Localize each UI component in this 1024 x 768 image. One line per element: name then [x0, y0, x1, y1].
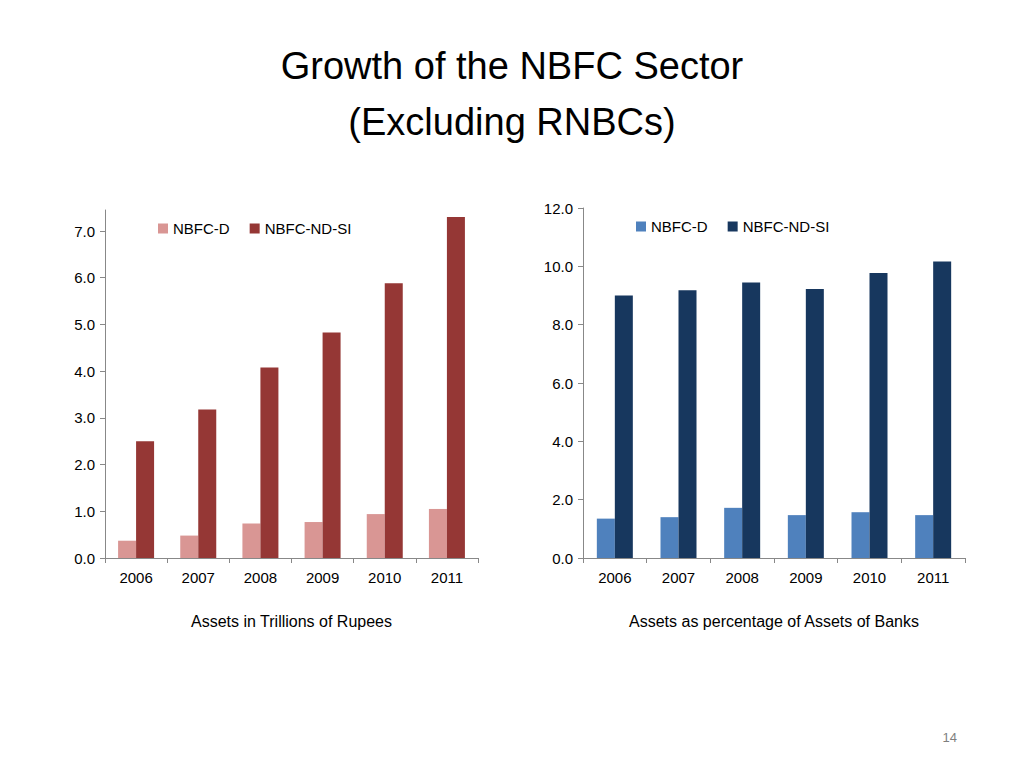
svg-text:2009: 2009 — [306, 569, 339, 586]
svg-text:1.0: 1.0 — [74, 503, 95, 520]
svg-text:2010: 2010 — [853, 569, 886, 586]
svg-text:0.0: 0.0 — [552, 550, 573, 567]
svg-text:7.0: 7.0 — [74, 223, 95, 240]
svg-text:2011: 2011 — [917, 569, 949, 586]
svg-text:Growth of the NBFC Sector: Growth of the NBFC Sector — [281, 45, 744, 87]
svg-text:10.0: 10.0 — [544, 258, 573, 275]
svg-text:4.0: 4.0 — [552, 433, 573, 450]
svg-text:2006: 2006 — [598, 569, 631, 586]
svg-text:5.0: 5.0 — [74, 316, 95, 333]
svg-text:2008: 2008 — [725, 569, 758, 586]
svg-text:Assets as percentage of Assets: Assets as percentage of Assets of Banks — [629, 613, 919, 630]
svg-text:2.0: 2.0 — [552, 491, 573, 508]
svg-text:14: 14 — [943, 730, 957, 745]
svg-text:2008: 2008 — [244, 569, 277, 586]
svg-text:2010: 2010 — [368, 569, 401, 586]
svg-text:2011: 2011 — [431, 569, 463, 586]
svg-text:NBFC-ND-SI: NBFC-ND-SI — [265, 220, 352, 237]
svg-text:12.0: 12.0 — [544, 200, 573, 217]
svg-text:NBFC-D: NBFC-D — [173, 220, 230, 237]
svg-text:2.0: 2.0 — [74, 456, 95, 473]
svg-text:2007: 2007 — [182, 569, 215, 586]
svg-text:2009: 2009 — [789, 569, 822, 586]
svg-text:3.0: 3.0 — [74, 409, 95, 426]
svg-text:Assets in Trillions of Rupees: Assets in Trillions of Rupees — [191, 613, 392, 630]
svg-text:6.0: 6.0 — [552, 375, 573, 392]
svg-text:NBFC-ND-SI: NBFC-ND-SI — [743, 218, 830, 235]
svg-text:8.0: 8.0 — [552, 316, 573, 333]
svg-text:4.0: 4.0 — [74, 363, 95, 380]
svg-text:6.0: 6.0 — [74, 269, 95, 286]
svg-text:2007: 2007 — [662, 569, 695, 586]
svg-text:2006: 2006 — [119, 569, 152, 586]
svg-text:(Excluding RNBCs): (Excluding RNBCs) — [348, 101, 675, 143]
svg-text:NBFC-D: NBFC-D — [651, 218, 708, 235]
svg-text:0.0: 0.0 — [74, 550, 95, 567]
